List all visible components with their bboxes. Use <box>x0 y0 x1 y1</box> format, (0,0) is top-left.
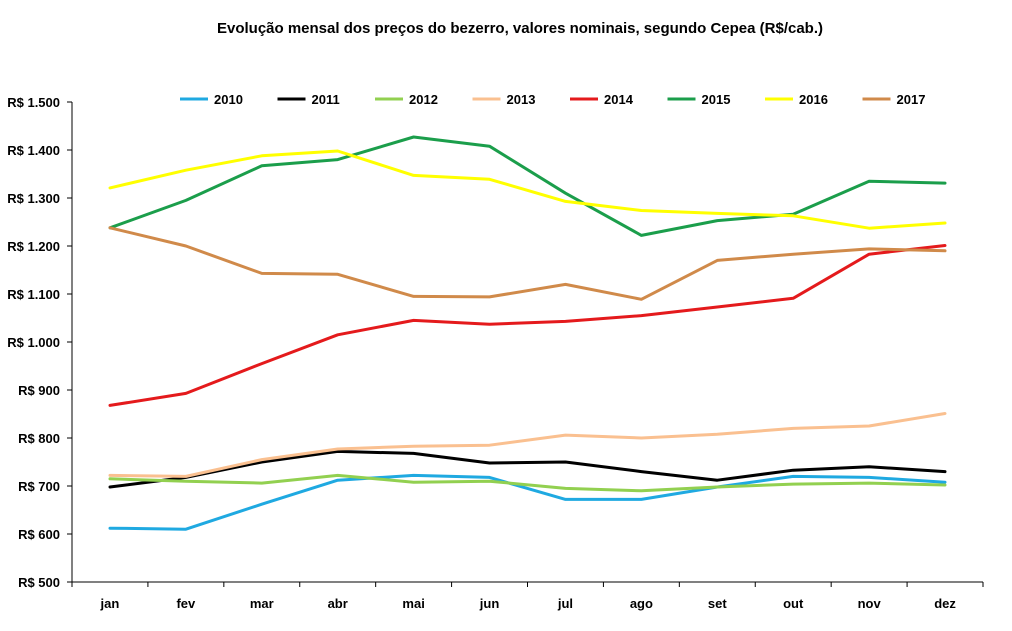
series-line-2012 <box>108 473 947 493</box>
legend-label: 2017 <box>897 92 926 107</box>
legend-item-2017: 2017 <box>862 92 926 107</box>
legend-item-2011: 2011 <box>277 92 340 107</box>
x-tick-label: mai <box>402 596 424 611</box>
x-tick-label: ago <box>630 596 653 611</box>
legend-item-2012: 2012 <box>375 92 438 107</box>
series-line-2014 <box>108 244 947 407</box>
x-tick-label: nov <box>858 596 882 611</box>
y-tick-label: R$ 500 <box>18 575 60 590</box>
x-tick-label: mar <box>250 596 274 611</box>
x-tick-label: jun <box>479 596 500 611</box>
y-tick-label: R$ 900 <box>18 383 60 398</box>
series-line-2016 <box>108 149 947 230</box>
y-tick-label: R$ 1.500 <box>7 95 60 110</box>
x-tick-label: abr <box>328 596 348 611</box>
legend-label: 2012 <box>409 92 438 107</box>
legend-item-2013: 2013 <box>472 92 536 107</box>
legend-label: 2013 <box>507 92 536 107</box>
chart-title: Evolução mensal dos preços do bezerro, v… <box>216 20 823 37</box>
y-tick-label: R$ 1.100 <box>7 287 60 302</box>
legend-label: 2010 <box>214 92 243 107</box>
series-group <box>108 135 947 531</box>
x-tick-label: out <box>783 596 804 611</box>
legend-item-2016: 2016 <box>765 92 828 107</box>
x-tick-label: dez <box>934 596 956 611</box>
series-line-2017 <box>108 226 947 301</box>
series-line-2011 <box>108 449 947 489</box>
legend-label: 2016 <box>799 92 828 107</box>
series-line-2010 <box>108 473 947 531</box>
x-tick-label: set <box>708 596 727 611</box>
y-tick-label: R$ 1.300 <box>7 191 60 206</box>
y-tick-label: R$ 700 <box>18 479 60 494</box>
x-tick-label: fev <box>176 596 196 611</box>
series-line-2015 <box>108 135 947 237</box>
axes <box>71 102 983 583</box>
legend-item-2010: 2010 <box>180 92 243 107</box>
y-tick-label: R$ 600 <box>18 527 60 542</box>
legend-item-2014: 2014 <box>570 92 634 107</box>
y-tick-label: R$ 1.400 <box>7 143 60 158</box>
y-tick-label: R$ 1.000 <box>7 335 60 350</box>
legend: 2010 2011 2012 2013 2014 2015 2016 2017 <box>180 92 925 107</box>
x-tick-label: jul <box>557 596 573 611</box>
y-tick-label: R$ 1.200 <box>7 239 60 254</box>
legend-label: 2015 <box>702 92 731 107</box>
legend-item-2015: 2015 <box>667 92 731 107</box>
y-axis-ticks: R$ 500 R$ 600 R$ 700 R$ 800 R$ 900 R$ 1.000 R$… <box>7 95 72 590</box>
x-axis-ticks: jan fev mar abr mai jun jul ago set out nov dez <box>71 582 984 611</box>
series-line-2013 <box>108 412 947 478</box>
legend-label: 2011 <box>312 92 340 107</box>
x-tick-label: jan <box>100 596 120 611</box>
legend-label: 2014 <box>604 92 634 107</box>
y-tick-label: R$ 800 <box>18 431 60 446</box>
